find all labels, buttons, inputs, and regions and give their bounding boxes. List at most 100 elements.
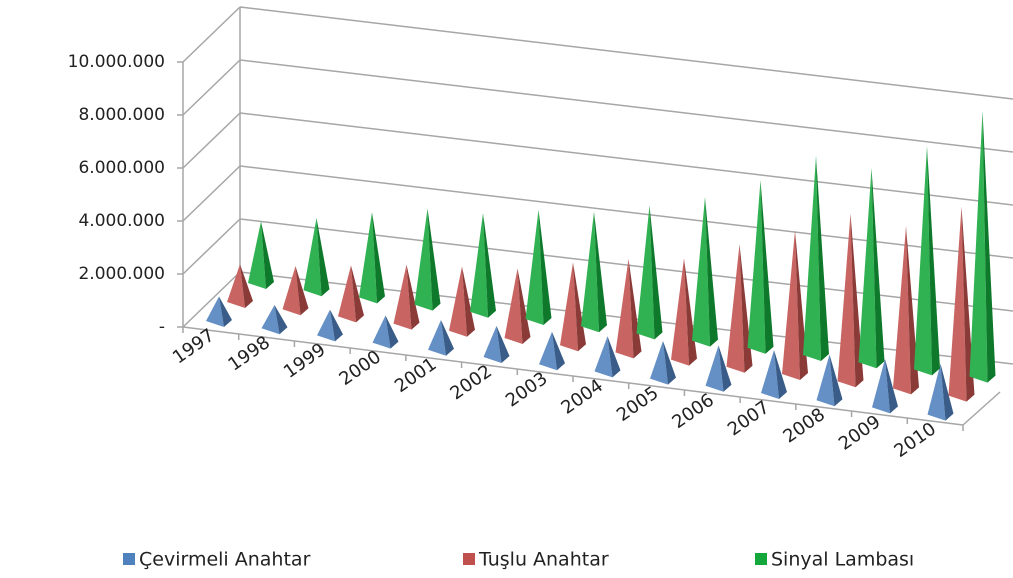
pyramid-face	[483, 325, 502, 363]
pyramid-face	[219, 296, 232, 327]
pyramid-face	[330, 309, 343, 342]
pyramid-face	[525, 209, 544, 325]
x-tick-label: 1998	[224, 332, 274, 375]
pyramid-face	[227, 264, 245, 308]
pyramid-face	[816, 155, 829, 361]
pyramid	[636, 205, 663, 340]
x-tick-label: 2004	[557, 375, 607, 418]
pyramid-face	[560, 262, 578, 352]
y-tick-label: 4.000.000	[78, 211, 165, 231]
pyramid-face	[948, 206, 967, 402]
pyramid-face	[705, 196, 718, 347]
pyramid-face	[858, 168, 877, 369]
pyramid	[303, 218, 330, 297]
x-tick-label: 1999	[280, 339, 330, 382]
pyramid-face	[504, 268, 523, 344]
pyramid-face	[274, 305, 288, 335]
pyramid-face	[636, 205, 655, 340]
legend-label: Sinyal Lambası	[771, 549, 914, 571]
pyramid	[858, 168, 885, 369]
pyramid-face	[372, 211, 385, 304]
pyramid-face	[428, 320, 446, 356]
pyramid-face	[871, 168, 885, 369]
x-tick-label: 2009	[835, 411, 885, 454]
pyramid-face	[594, 336, 613, 378]
pyramid-face	[969, 110, 988, 383]
pyramid-face	[539, 331, 557, 371]
pyramid	[803, 155, 829, 361]
pyramid-face	[441, 320, 454, 356]
pyramid-face	[663, 340, 676, 385]
grid-line	[239, 165, 1013, 259]
pyramid-face	[615, 259, 634, 359]
pyramid-face	[406, 264, 420, 330]
legend-swatch	[755, 553, 767, 565]
pyramid-face	[837, 213, 856, 388]
grid-line	[239, 6, 1013, 100]
pyramid	[483, 325, 510, 363]
grid-line	[182, 271, 241, 328]
pyramid	[761, 349, 787, 399]
pyramid-face	[316, 218, 330, 297]
pyramid	[539, 331, 565, 371]
floor-edge	[962, 391, 1001, 426]
pyramid	[525, 209, 552, 325]
pyramid-face	[282, 266, 301, 316]
pyramid-face	[760, 180, 774, 354]
pyramid-face	[872, 359, 890, 414]
pyramid-face	[393, 264, 412, 330]
pyramid-face	[940, 363, 954, 421]
pyramid-face	[829, 354, 843, 407]
x-tick-label: 2010	[890, 418, 940, 461]
grid-line	[239, 112, 1013, 206]
x-tick-label: 2002	[446, 361, 496, 404]
pyramid-face	[774, 349, 787, 399]
pyramid-face	[261, 305, 280, 335]
pyramid	[317, 309, 343, 342]
pyramid-face	[650, 340, 668, 385]
pyramid	[615, 259, 642, 359]
grid-line	[182, 112, 241, 169]
pyramid-face	[470, 213, 488, 318]
x-tick-label: 2001	[391, 354, 441, 397]
pyramid-face	[573, 262, 586, 352]
y-tick-label: 2.000.000	[78, 264, 165, 284]
pyramid-face	[692, 196, 710, 347]
pyramid	[393, 264, 420, 330]
pyramid-face	[914, 146, 932, 376]
pyramid-face	[414, 208, 433, 311]
pyramid	[504, 268, 531, 344]
pyramid-face	[295, 266, 309, 316]
pyramid-face	[538, 209, 552, 325]
pyramid-face	[427, 208, 441, 311]
pyramid	[372, 315, 399, 349]
pyramid-face	[462, 266, 475, 337]
legend-swatch	[463, 553, 475, 565]
pyramid-face	[303, 218, 322, 297]
pyramid-face	[718, 345, 732, 392]
grid-line	[239, 59, 1013, 153]
pyramid-face	[552, 331, 565, 371]
pyramid-face	[893, 226, 911, 395]
pyramid-face	[317, 309, 335, 342]
pyramid	[692, 196, 718, 347]
pyramid-face	[816, 354, 835, 407]
pyramid	[782, 230, 808, 380]
pyramid	[816, 354, 843, 407]
pyramid-face	[581, 211, 599, 333]
pyramid	[726, 244, 753, 373]
pyramid-face	[705, 345, 724, 392]
pyramid-face	[671, 258, 689, 366]
pyramid-face	[982, 110, 996, 383]
pyramid-face	[351, 265, 364, 323]
x-tick-label: 2005	[613, 382, 663, 425]
pyramid	[705, 345, 732, 392]
y-tick-label: 6.000.000	[78, 158, 165, 178]
pyramid	[428, 320, 454, 356]
pyramid-face	[496, 325, 510, 363]
pyramid	[227, 264, 253, 308]
pyramid	[594, 336, 621, 378]
pyramid-face	[885, 359, 898, 414]
pyramid-face	[449, 266, 467, 337]
